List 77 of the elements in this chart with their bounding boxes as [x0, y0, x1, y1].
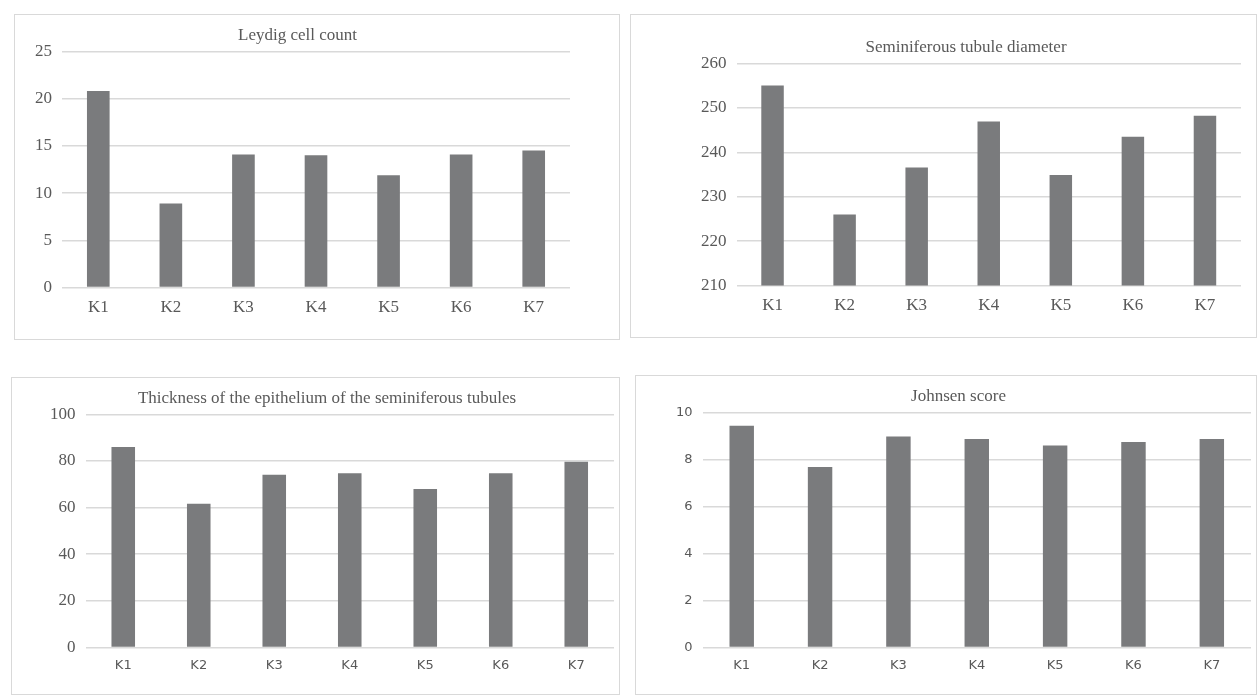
y-tick-label: 4: [684, 544, 693, 560]
y-tick-label: 6: [684, 497, 693, 513]
y-tick-label: 2: [684, 591, 693, 607]
x-tick-label: K4: [978, 295, 1000, 315]
chart-title: Johnsen score: [911, 385, 1006, 405]
y-tick-label: 5: [43, 229, 52, 249]
x-tick-label: K6: [1122, 295, 1144, 315]
bar: [886, 436, 911, 647]
x-tick-label: K4: [968, 656, 986, 672]
bar: [337, 473, 362, 647]
x-tick-label: K5: [1050, 295, 1072, 315]
x-tick-label: K7: [523, 297, 545, 317]
y-tick-label: 20: [35, 88, 52, 108]
bar: [522, 150, 546, 287]
y-tick-label: 220: [701, 230, 727, 250]
bar: [111, 447, 136, 647]
x-tick-label: K4: [341, 656, 359, 672]
y-tick-label: 230: [701, 186, 727, 206]
chart-title: Leydig cell count: [238, 24, 358, 44]
x-tick-label: K5: [378, 297, 399, 317]
y-tick-label: 80: [58, 450, 76, 470]
y-tick-label: 0: [67, 636, 76, 656]
y-tick-label: 260: [701, 52, 727, 72]
bar: [1199, 438, 1225, 647]
x-tick-label: K2: [811, 656, 829, 672]
chart-title: Thickness of the epithelium of the seminiferous tubules: [137, 387, 517, 407]
y-tick-label: 8: [684, 450, 693, 466]
bar: [488, 473, 513, 647]
x-tick-label: K2: [834, 295, 855, 315]
y-tick-label: 210: [701, 275, 727, 295]
y-tick-label: 25: [35, 40, 52, 60]
x-tick-label: K6: [1125, 656, 1142, 672]
bar: [159, 203, 183, 287]
y-tick-label: 60: [58, 497, 76, 517]
x-tick-label: K7: [567, 656, 585, 672]
bar: [564, 461, 589, 647]
bar: [304, 155, 328, 287]
bar: [1121, 442, 1146, 647]
bar: [1042, 445, 1068, 647]
bar: [186, 503, 211, 647]
bar: [729, 425, 754, 647]
y-tick-label: 15: [35, 135, 52, 155]
x-tick-label: K2: [190, 656, 208, 672]
x-tick-label: K5: [1046, 656, 1064, 672]
x-tick-label: K7: [1203, 656, 1221, 672]
y-tick-label: 100: [50, 403, 76, 423]
x-tick-label: K5: [416, 656, 434, 672]
x-tick-label: K3: [890, 656, 907, 672]
bar: [807, 466, 833, 647]
y-tick-label: 0: [43, 277, 52, 297]
x-tick-label: K1: [762, 295, 783, 315]
x-tick-label: K4: [305, 297, 327, 317]
y-tick-label: 0: [684, 638, 693, 654]
y-tick-label: 10: [676, 403, 693, 419]
bar: [377, 175, 400, 287]
x-tick-label: K2: [160, 297, 182, 317]
bar: [449, 154, 473, 287]
bar: [232, 154, 255, 287]
x-tick-label: K3: [233, 297, 254, 317]
x-tick-label: K7: [1194, 295, 1216, 315]
x-tick-label: K3: [265, 656, 283, 672]
x-tick-label: K1: [87, 297, 109, 317]
x-tick-label: K6: [492, 656, 510, 672]
bar: [413, 488, 438, 647]
x-tick-label: K1: [733, 656, 751, 672]
x-tick-label: K6: [450, 297, 472, 317]
x-tick-label: K3: [906, 295, 928, 315]
x-tick-label: K1: [114, 656, 132, 672]
bar: [964, 438, 989, 647]
y-tick-label: 40: [58, 543, 76, 563]
y-tick-label: 250: [701, 97, 727, 117]
y-tick-label: 240: [701, 141, 727, 161]
y-tick-label: 20: [58, 590, 76, 610]
bar: [86, 91, 110, 287]
bar: [262, 474, 287, 647]
y-tick-label: 10: [35, 182, 52, 202]
chart-title: Seminiferous tubule diameter: [865, 36, 1067, 56]
